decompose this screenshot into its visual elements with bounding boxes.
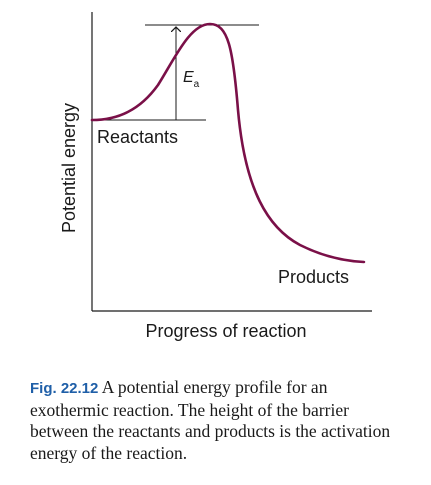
activation-energy-label: Ea	[183, 69, 200, 90]
activation-energy-symbol: E	[183, 69, 194, 86]
products-label: Products	[278, 267, 349, 287]
reactants-label: Reactants	[97, 127, 178, 147]
figure-number: Fig. 22.12	[30, 380, 99, 397]
x-axis-label: Progress of reaction	[145, 321, 306, 341]
caption-text: A potential energy profile for an exothe…	[30, 377, 391, 463]
y-axis-label: Potential energy	[59, 103, 79, 233]
energy-curve	[90, 22, 366, 264]
figure-caption: Fig. 22.12 A potential energy profile fo…	[30, 377, 410, 464]
activation-energy-subscript: a	[194, 79, 200, 90]
